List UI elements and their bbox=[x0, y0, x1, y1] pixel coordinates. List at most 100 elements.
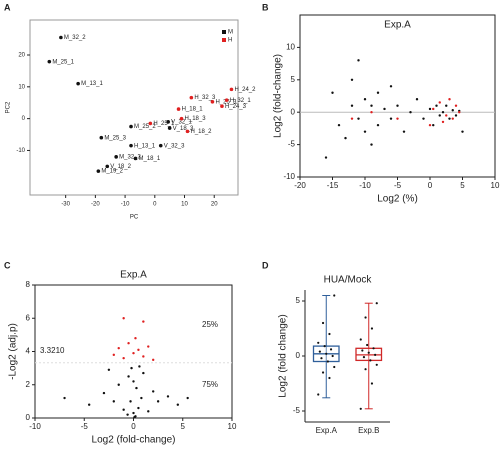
x-tick-label: -20 bbox=[294, 181, 306, 190]
y-tick-label: 20 bbox=[18, 53, 25, 59]
plot-frame bbox=[299, 14, 496, 178]
point bbox=[325, 352, 328, 355]
point-label: H_32_1 bbox=[230, 98, 252, 104]
point bbox=[220, 104, 224, 109]
y-tick-label: -5 bbox=[288, 140, 296, 149]
y-tick-label: 0 bbox=[26, 413, 31, 422]
point bbox=[140, 396, 143, 400]
point bbox=[370, 327, 374, 330]
panel-title: HUA/Mock bbox=[324, 275, 373, 286]
point bbox=[337, 123, 341, 127]
x-tick-label: 10 bbox=[491, 181, 500, 190]
point bbox=[451, 117, 454, 120]
point-label: M_25_1 bbox=[52, 59, 74, 65]
point-label: H_18_2 bbox=[190, 129, 212, 135]
point bbox=[156, 400, 160, 403]
threshold-label: 3.3210 bbox=[40, 346, 65, 355]
point bbox=[331, 354, 334, 358]
point bbox=[454, 114, 458, 117]
point bbox=[130, 366, 133, 370]
point bbox=[189, 95, 194, 100]
point bbox=[344, 136, 347, 140]
point bbox=[122, 317, 125, 320]
point bbox=[166, 395, 170, 398]
point bbox=[331, 91, 334, 94]
point bbox=[369, 359, 372, 362]
x-tick-label: Exp.A bbox=[316, 426, 338, 435]
point bbox=[63, 396, 66, 400]
y-tick-label: 2 bbox=[26, 380, 31, 389]
point bbox=[321, 321, 325, 325]
point bbox=[350, 117, 354, 120]
point bbox=[329, 348, 333, 351]
point bbox=[432, 123, 435, 127]
point-label: M_32_3 bbox=[119, 154, 141, 160]
x-tick-label: 10 bbox=[181, 202, 188, 208]
point bbox=[320, 357, 323, 360]
point bbox=[185, 129, 190, 134]
point bbox=[389, 117, 393, 120]
point bbox=[224, 98, 229, 102]
panel-letter: D bbox=[262, 260, 269, 270]
point-label: M_25_3 bbox=[104, 135, 126, 141]
point bbox=[396, 117, 399, 120]
point bbox=[107, 368, 111, 371]
panel-title: Exp.A bbox=[120, 270, 147, 281]
point-label: H_13_1 bbox=[134, 143, 156, 149]
y-tick-label: 0 bbox=[291, 107, 296, 116]
point bbox=[129, 400, 132, 403]
legend-swatch bbox=[222, 30, 226, 34]
point bbox=[105, 164, 110, 169]
point bbox=[328, 332, 331, 336]
point bbox=[359, 338, 362, 341]
x-axis-label: Log2 (fold-change) bbox=[92, 435, 176, 446]
point bbox=[47, 59, 52, 64]
point-label: H_18_3 bbox=[185, 116, 207, 122]
point-label: V_32_1 bbox=[171, 119, 192, 125]
point bbox=[366, 343, 369, 347]
y-axis-label: Log2 (fold change) bbox=[278, 314, 289, 397]
point bbox=[432, 107, 435, 111]
point-label: H_25_1 bbox=[153, 121, 175, 127]
point-label: V_18_2 bbox=[110, 164, 131, 170]
point bbox=[132, 351, 135, 355]
y-tick-label: 8 bbox=[26, 280, 31, 289]
y-axis-label: PC2 bbox=[6, 101, 12, 113]
point bbox=[59, 35, 63, 40]
point bbox=[326, 360, 329, 363]
x-tick-label: 0 bbox=[153, 202, 157, 208]
x-tick-label: 0 bbox=[428, 181, 433, 190]
point-label: M_19_2 bbox=[101, 169, 123, 175]
point bbox=[142, 320, 145, 323]
point bbox=[138, 365, 141, 368]
point bbox=[361, 349, 364, 352]
y-tick-label: 5 bbox=[296, 296, 301, 305]
point bbox=[367, 351, 370, 354]
point bbox=[370, 382, 374, 385]
x-tick-label: -10 bbox=[121, 202, 130, 208]
point bbox=[87, 403, 91, 406]
point bbox=[158, 143, 163, 148]
point bbox=[318, 350, 321, 353]
point bbox=[350, 104, 354, 107]
point bbox=[132, 411, 135, 415]
point bbox=[148, 121, 153, 126]
point-label: M_13_1 bbox=[81, 81, 103, 87]
point-label: H_25_3 bbox=[215, 99, 237, 105]
x-tick-label: -20 bbox=[91, 202, 100, 208]
x-tick-label: -5 bbox=[81, 422, 89, 431]
point bbox=[370, 104, 373, 107]
panel-letter: A bbox=[4, 2, 11, 12]
y-tick-label: 4 bbox=[26, 347, 31, 356]
y-tick-label: 10 bbox=[18, 84, 25, 90]
point bbox=[179, 116, 184, 121]
point bbox=[438, 101, 441, 104]
x-tick-label: -5 bbox=[394, 181, 402, 190]
point bbox=[350, 78, 354, 82]
point bbox=[454, 104, 458, 107]
point bbox=[114, 155, 118, 159]
point bbox=[129, 124, 133, 129]
point bbox=[370, 111, 373, 114]
point bbox=[133, 415, 136, 419]
point bbox=[364, 368, 367, 371]
